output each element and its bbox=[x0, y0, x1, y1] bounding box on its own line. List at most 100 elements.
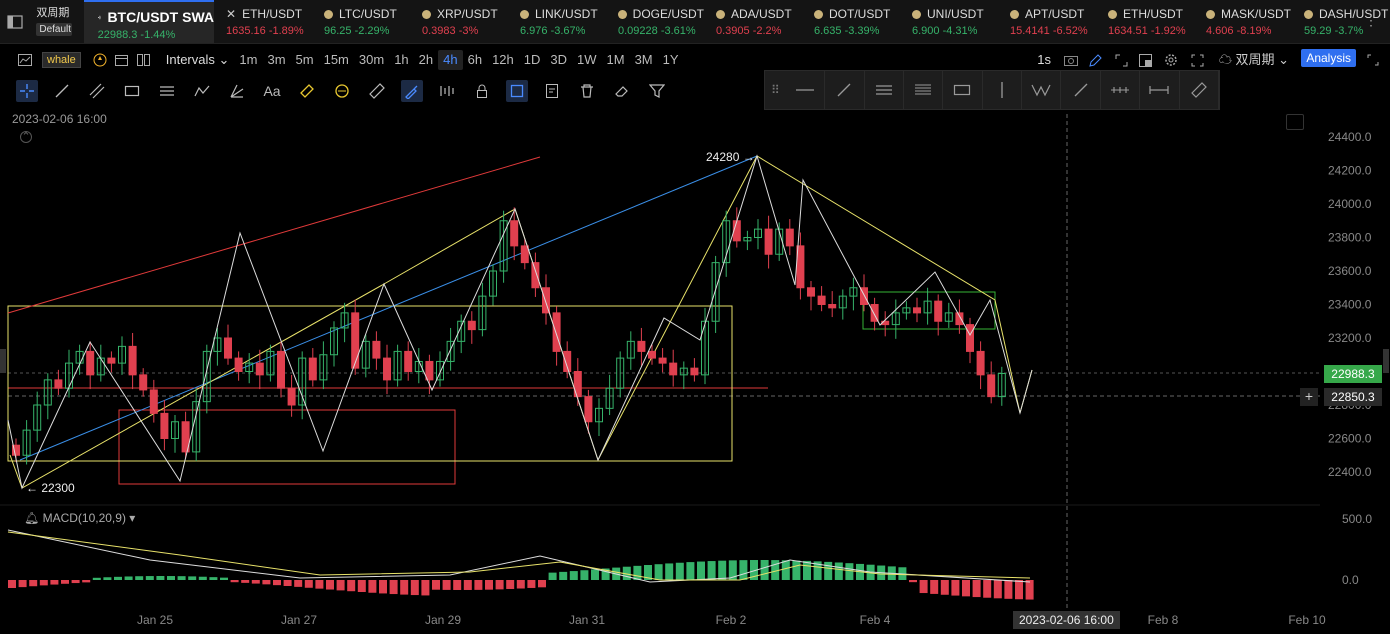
interval-1w[interactable]: 1W bbox=[577, 52, 597, 67]
candle-body bbox=[658, 357, 667, 364]
eraser-icon[interactable] bbox=[611, 80, 633, 102]
filter-icon[interactable] bbox=[646, 80, 668, 102]
trash-icon[interactable] bbox=[576, 80, 598, 102]
period-mode[interactable]: 双周期 Default bbox=[30, 0, 83, 43]
measure-tool-icon[interactable] bbox=[1180, 70, 1219, 110]
brush-icon[interactable] bbox=[401, 80, 423, 102]
interval-2h[interactable]: 2h bbox=[418, 52, 434, 67]
date-range-icon[interactable] bbox=[1140, 70, 1180, 110]
ticker-item[interactable]: DOGE/USDT 0.09228 -3.61% bbox=[606, 0, 704, 43]
box-icon[interactable] bbox=[943, 70, 983, 110]
price-range-icon[interactable] bbox=[1101, 70, 1141, 110]
interval-12h[interactable]: 12h bbox=[492, 52, 514, 67]
refresh-rate[interactable]: 1s bbox=[1037, 52, 1051, 67]
close-icon[interactable]: ✕ bbox=[226, 7, 237, 21]
stay-drawing-icon[interactable] bbox=[506, 80, 528, 102]
interval-1m[interactable]: 1M bbox=[606, 52, 625, 67]
ticker-item[interactable]: ADA/USDT 0.3905 -2.2% bbox=[704, 0, 802, 43]
multi-lines-icon[interactable] bbox=[904, 70, 944, 110]
period-title: 双周期 bbox=[36, 7, 70, 19]
expand-icon[interactable] bbox=[1186, 49, 1208, 71]
candle-body bbox=[849, 287, 858, 297]
analysis-button[interactable]: Analysis bbox=[1301, 49, 1356, 67]
lock-icon[interactable] bbox=[471, 80, 493, 102]
ticker-item[interactable]: DASH/USDT 59.29 -3.7% bbox=[1292, 0, 1390, 43]
ticker-item[interactable]: DOT/USDT 6.635 -3.39% bbox=[802, 0, 900, 43]
macd-legend[interactable]: 🔔︎ MACD(10,20,9) ▾ bbox=[24, 511, 135, 525]
template-icon[interactable] bbox=[1134, 49, 1156, 71]
add-alert-icon[interactable]: + bbox=[1300, 388, 1318, 406]
right-resize-handle bbox=[1383, 349, 1389, 373]
ray-icon[interactable] bbox=[825, 70, 865, 110]
text-icon[interactable]: Aa bbox=[263, 83, 281, 99]
layout-toggle-icon[interactable] bbox=[0, 0, 30, 43]
camera-icon[interactable] bbox=[1060, 49, 1082, 71]
calendar-icon[interactable] bbox=[111, 49, 133, 71]
candle-body bbox=[446, 340, 455, 362]
crosshair-icon[interactable] bbox=[16, 80, 38, 102]
intervals-dropdown[interactable]: Intervals ⌄ bbox=[165, 52, 230, 67]
interval-15m[interactable]: 15m bbox=[323, 52, 349, 67]
ticker-item[interactable]: UNI/USDT 6.900 -4.31% bbox=[900, 0, 998, 43]
interval-3m[interactable]: 3M bbox=[634, 52, 653, 67]
trend-line-icon[interactable] bbox=[51, 80, 73, 102]
settings-icon[interactable] bbox=[1160, 49, 1182, 71]
candle-body bbox=[690, 367, 699, 376]
object-tree-icon[interactable] bbox=[541, 80, 563, 102]
drag-handle-icon[interactable]: ⠿ bbox=[771, 83, 780, 97]
interval-5m[interactable]: 5m bbox=[295, 52, 314, 67]
alert-icon[interactable] bbox=[89, 49, 111, 71]
ruler-icon[interactable] bbox=[366, 80, 388, 102]
ticker-item[interactable]: APT/USDT 15.4141 -6.52% bbox=[998, 0, 1096, 43]
magnet-icon[interactable] bbox=[331, 80, 353, 102]
pen-icon[interactable] bbox=[1084, 49, 1106, 71]
collapse-legend-icon[interactable]: ⌃ bbox=[20, 131, 32, 143]
ticker-item[interactable]: MASK/USDT 4.606 -8.19% bbox=[1194, 0, 1292, 43]
segment-icon[interactable] bbox=[1061, 70, 1101, 110]
ticker-item[interactable]: LINK/USDT 6.976 -3.67% bbox=[508, 0, 606, 43]
gann-icon[interactable] bbox=[226, 80, 248, 102]
ticker-change: -3% bbox=[458, 25, 479, 37]
layout-icon[interactable] bbox=[133, 49, 155, 71]
ticker-item[interactable]: ETH/USDT 1634.51 -1.92% bbox=[1096, 0, 1194, 43]
rectangle-icon[interactable] bbox=[121, 80, 143, 102]
collapse-icon[interactable] bbox=[1362, 49, 1384, 71]
interval-1y[interactable]: 1Y bbox=[662, 52, 679, 67]
price-axis-label: 23400.0 bbox=[1328, 298, 1372, 312]
macd-bar bbox=[39, 580, 48, 586]
interval-1h[interactable]: 1h bbox=[394, 52, 409, 67]
highlighter-icon[interactable] bbox=[296, 80, 318, 102]
interval-3m[interactable]: 3m bbox=[267, 52, 286, 67]
ticker-item[interactable]: XRP/USDT 0.3983 -3% bbox=[410, 0, 508, 43]
interval-1d[interactable]: 1D bbox=[523, 52, 541, 67]
tickers-scroll-icon[interactable]: ⋮ bbox=[1364, 12, 1378, 28]
channel-icon[interactable] bbox=[86, 80, 108, 102]
measure-icon[interactable] bbox=[436, 80, 458, 102]
macd-bar bbox=[516, 580, 525, 589]
fullscreen-alt-icon[interactable] bbox=[1110, 49, 1132, 71]
interval-6h[interactable]: 6h bbox=[467, 52, 483, 67]
fib-icon[interactable] bbox=[156, 80, 178, 102]
whale-badge[interactable]: whale bbox=[42, 52, 81, 68]
interval-1m[interactable]: 1m bbox=[239, 52, 258, 67]
dual-period-switch[interactable]: ☁ 双周期 ⌄ bbox=[1218, 52, 1289, 67]
candle-body bbox=[149, 389, 158, 414]
macd-bar bbox=[665, 563, 674, 580]
default-button[interactable]: Default bbox=[36, 23, 73, 36]
candle-body bbox=[499, 220, 508, 272]
candle-body bbox=[860, 287, 868, 305]
parallel-lines-icon[interactable] bbox=[865, 70, 904, 110]
candle-body bbox=[266, 350, 275, 376]
pattern-icon[interactable] bbox=[191, 80, 213, 102]
screenshot-icon[interactable] bbox=[1286, 114, 1304, 130]
ticker-active[interactable]: BTC/USDT SWA 22988.3 -1.44% bbox=[83, 0, 214, 43]
wave-icon[interactable] bbox=[1022, 70, 1062, 110]
ticker-item[interactable]: LTC/USDT 96.25 -2.29% bbox=[312, 0, 410, 43]
interval-3d[interactable]: 3D bbox=[550, 52, 568, 67]
horizontal-line-icon[interactable] bbox=[786, 70, 826, 110]
vertical-line-icon[interactable] bbox=[983, 70, 1023, 110]
ticker-item[interactable]: ✕ ETH/USDT 1635.16 -1.89% bbox=[214, 0, 312, 43]
interval-30m[interactable]: 30m bbox=[358, 52, 385, 67]
interval-4h[interactable]: 4h bbox=[438, 50, 463, 70]
chart-type-icon[interactable] bbox=[14, 49, 36, 71]
